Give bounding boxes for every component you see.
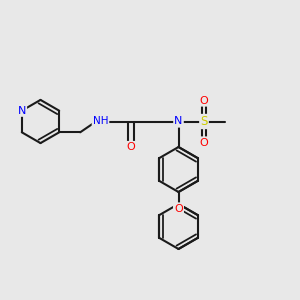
Text: N: N: [18, 106, 26, 116]
Text: N: N: [174, 116, 183, 127]
Text: O: O: [200, 137, 208, 148]
Text: O: O: [200, 95, 208, 106]
Text: O: O: [126, 142, 135, 152]
Text: O: O: [174, 203, 183, 214]
Text: NH: NH: [93, 116, 108, 127]
Text: S: S: [200, 115, 208, 128]
